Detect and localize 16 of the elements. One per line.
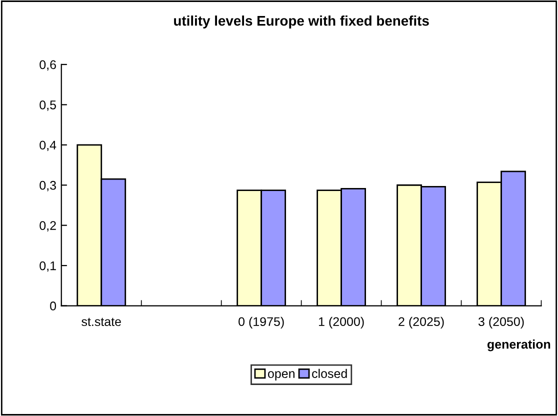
y-tick-label: 0,1: [40, 261, 56, 272]
x-tick-label: 1 (2000): [318, 316, 364, 329]
y-tick-label: 0,6: [40, 60, 56, 71]
y-tick-label: 0,5: [40, 100, 56, 111]
legend-label: open: [268, 371, 294, 380]
y-tick-label: 0: [50, 302, 56, 310]
y-tick-label: 0,3: [40, 180, 56, 192]
y-tick-label: 0,2: [40, 221, 56, 232]
y-tick-label: 0,4: [40, 140, 56, 152]
x-tick-label: 0 (1975): [238, 316, 284, 329]
x-tick-label: st.state: [82, 318, 121, 326]
x-tick-label: 3 (2050): [478, 316, 524, 329]
x-tick-label: 2 (2025): [398, 316, 444, 329]
chart-title: utility levels Europe with fixed benefits: [174, 16, 429, 28]
x-axis-title: generation: [487, 340, 550, 352]
legend-label: closed: [312, 368, 347, 378]
